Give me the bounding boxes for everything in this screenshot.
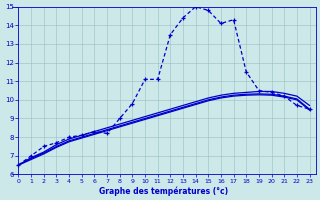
X-axis label: Graphe des températures (°c): Graphe des températures (°c) [100,186,228,196]
